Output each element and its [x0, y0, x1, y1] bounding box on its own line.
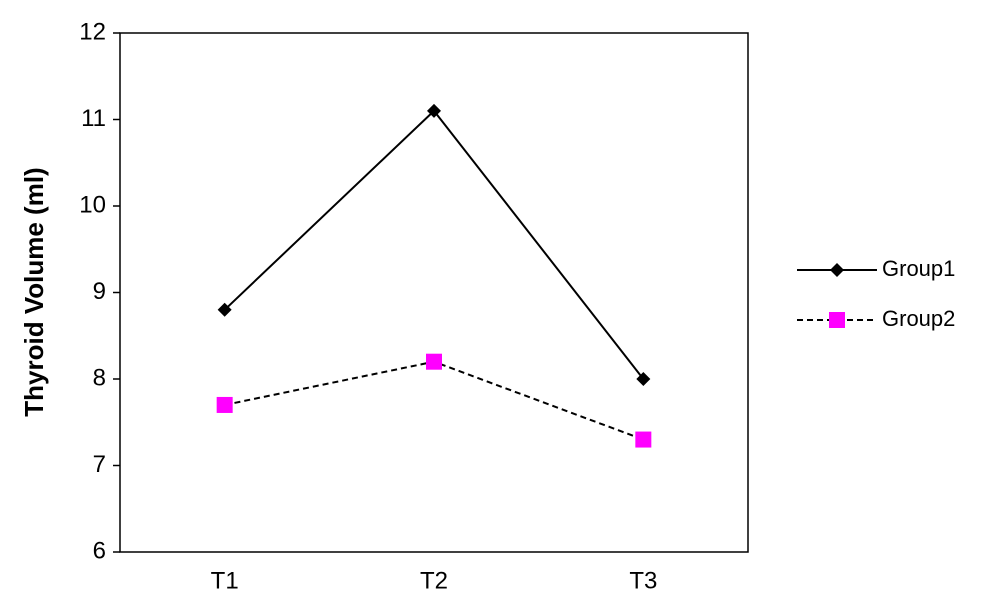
y-tick-label: 10	[79, 191, 106, 218]
y-axis-label: Thyroid Volume (ml)	[19, 167, 49, 416]
y-tick-label: 12	[79, 18, 106, 45]
data-point	[427, 103, 441, 118]
y-tick-label: 11	[81, 105, 106, 132]
y-tick-label: 7	[93, 451, 106, 478]
data-point	[636, 372, 651, 386]
y-tick-label: 8	[93, 364, 106, 391]
legend-marker	[830, 263, 844, 277]
data-point	[217, 302, 232, 317]
x-tick-label: T2	[420, 567, 448, 594]
data-point	[635, 431, 652, 448]
legend-label: Group1	[882, 256, 955, 281]
data-point	[426, 353, 442, 370]
data-point	[216, 396, 233, 413]
x-tick-label: T3	[629, 567, 657, 594]
legend-label: Group2	[882, 306, 955, 331]
legend-marker	[829, 312, 845, 328]
y-tick-label: 9	[93, 278, 106, 305]
x-tick-label: T1	[211, 567, 239, 594]
y-tick-label: 6	[93, 537, 106, 564]
